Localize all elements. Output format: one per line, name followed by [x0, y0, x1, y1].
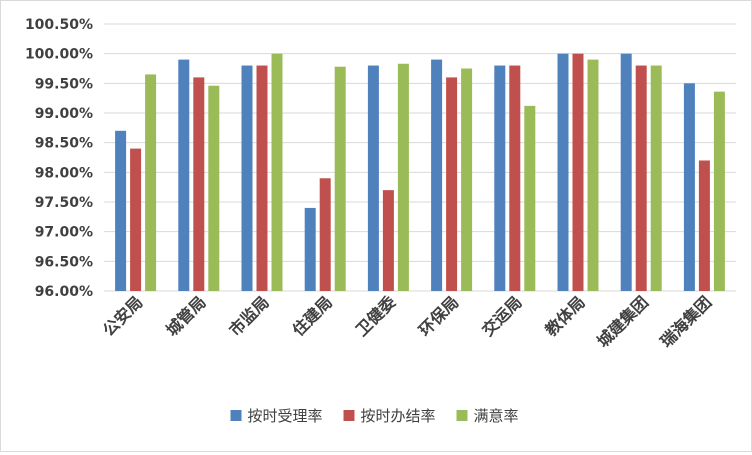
bar	[698, 160, 710, 291]
legend: 按时受理率 按时办结率 满意率	[230, 407, 519, 425]
bar	[635, 65, 647, 292]
legend-swatch	[456, 410, 468, 421]
y-tick-label: 100.50%	[25, 17, 93, 33]
bar	[256, 65, 268, 292]
x-category-label: 住建局	[289, 292, 336, 339]
x-category-label: 瑞海集团	[657, 292, 716, 351]
x-axis-category-labels: 公安局 城管局 市监局 住建局 卫健委 环保局 交运局 教体局 城建集团 瑞海集团	[99, 292, 715, 351]
y-tick-label: 100.00%	[25, 47, 93, 63]
bar	[461, 68, 473, 291]
y-tick-label: 97.00%	[35, 225, 93, 241]
x-category-label: 环保局	[415, 292, 462, 339]
x-category-label: 市监局	[225, 292, 272, 339]
bars	[115, 53, 725, 292]
legend-swatch	[343, 410, 355, 421]
bar	[145, 74, 157, 291]
x-category-label: 交运局	[478, 292, 525, 339]
bar	[241, 65, 253, 292]
bar	[178, 59, 190, 291]
bar	[572, 53, 584, 291]
x-category-label: 教体局	[541, 292, 588, 339]
y-tick-label: 99.50%	[35, 76, 93, 92]
y-tick-label: 98.00%	[35, 165, 93, 181]
bar	[683, 83, 695, 291]
legend-swatch	[230, 410, 242, 421]
bar	[587, 59, 599, 291]
bar	[115, 130, 127, 291]
bar	[382, 190, 394, 291]
bar	[557, 53, 569, 291]
x-category-label: 城建集团	[593, 292, 652, 351]
y-tick-label: 96.50%	[35, 254, 93, 270]
bar	[524, 105, 536, 291]
bar	[319, 178, 331, 291]
bar	[208, 85, 220, 291]
legend-label: 按时受理率	[248, 407, 323, 425]
x-category-label: 公安局	[99, 292, 146, 339]
bar	[304, 207, 316, 291]
bar	[193, 77, 205, 292]
x-category-label: 卫健委	[352, 292, 400, 340]
legend-label: 满意率	[474, 407, 519, 425]
bar	[446, 77, 458, 292]
y-tick-label: 98.50%	[35, 136, 93, 152]
bar	[271, 53, 283, 291]
bar	[431, 59, 443, 291]
y-axis-tick-labels: 96.00% 96.50% 97.00% 97.50% 98.00% 98.50% 99.0…	[25, 17, 93, 300]
bar	[650, 65, 662, 292]
bar	[620, 53, 632, 291]
bar	[334, 66, 346, 291]
y-tick-label: 97.50%	[35, 195, 93, 211]
y-tick-label: 99.00%	[35, 106, 93, 122]
bar	[713, 91, 725, 291]
bar	[494, 65, 506, 292]
legend-label: 按时办结率	[361, 407, 436, 425]
bar	[509, 65, 521, 292]
bar	[130, 148, 142, 291]
x-category-label: 城管局	[162, 292, 209, 339]
bar	[397, 63, 409, 292]
bar	[367, 65, 379, 292]
y-tick-label: 96.00%	[35, 284, 93, 300]
